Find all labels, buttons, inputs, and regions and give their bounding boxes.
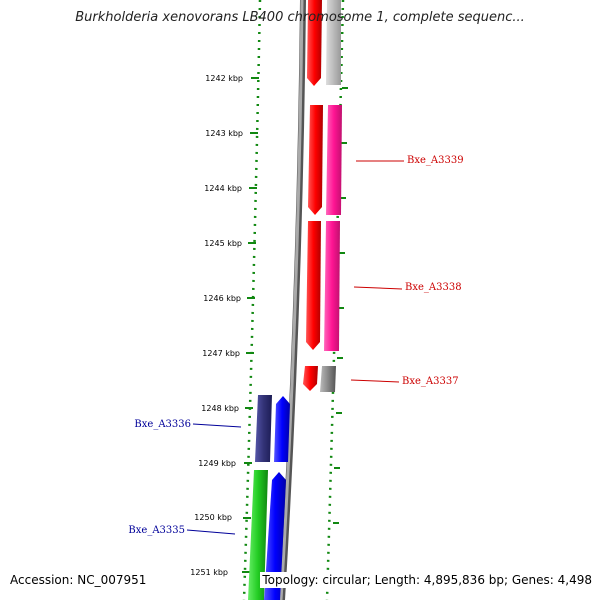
gene-arrow[interactable] — [307, 0, 322, 86]
tick-label: 1245 kbp — [204, 239, 242, 248]
forward-strand — [303, 0, 342, 392]
gene-labels: Bxe_A3339 Bxe_A3338 Bxe_A3337 Bxe_A3336 … — [128, 155, 463, 536]
feature-arrow[interactable] — [255, 395, 272, 462]
tick-label: 1249 kbp — [198, 459, 236, 468]
gene-label-bxe-a3336[interactable]: Bxe_A3336 — [134, 419, 191, 430]
tick-label: 1246 kbp — [203, 294, 241, 303]
tick-marks — [242, 77, 259, 573]
sequence-stats: Topology: circular; Length: 4,895,836 bp… — [260, 572, 594, 588]
tick-label: 1243 kbp — [205, 129, 243, 138]
tick-label: 1251 kbp — [190, 568, 228, 577]
gene-label-bxe-a3337[interactable]: Bxe_A3337 — [402, 376, 459, 387]
feature-arrow[interactable] — [320, 366, 336, 392]
gene-arrow[interactable] — [308, 105, 323, 215]
tick-labels: 1242 kbp 1243 kbp 1244 kbp 1245 kbp 1246… — [190, 74, 243, 577]
map-title: Burkholderia xenovorans LB400 chromosome… — [75, 10, 525, 25]
gene-arrow[interactable] — [264, 472, 286, 600]
gene-arrow[interactable] — [274, 396, 290, 462]
tick-marks-right — [332, 87, 348, 579]
gene-label-bxe-a3335[interactable]: Bxe_A3335 — [128, 525, 185, 536]
feature-arrow[interactable] — [326, 0, 341, 85]
accession-label: Accession: NC_007951 — [8, 572, 149, 588]
tick-label: 1242 kbp — [205, 74, 243, 83]
gene-label-bxe-a3339[interactable]: Bxe_A3339 — [407, 155, 464, 166]
label-leaders — [186, 160, 404, 535]
gene-label-bxe-a3338[interactable]: Bxe_A3338 — [405, 282, 462, 293]
gene-arrow[interactable] — [303, 366, 318, 391]
backbone — [279, 0, 304, 601]
tick-label: 1244 kbp — [204, 184, 242, 193]
feature-arrow[interactable] — [324, 221, 340, 351]
tick-label: 1247 kbp — [202, 349, 240, 358]
reverse-strand — [248, 395, 290, 600]
tick-label: 1248 kbp — [201, 404, 239, 413]
tick-label: 1250 kbp — [194, 513, 232, 522]
gene-arrow[interactable] — [306, 221, 321, 350]
feature-arrow[interactable] — [248, 470, 268, 600]
feature-arrow[interactable] — [326, 105, 342, 215]
